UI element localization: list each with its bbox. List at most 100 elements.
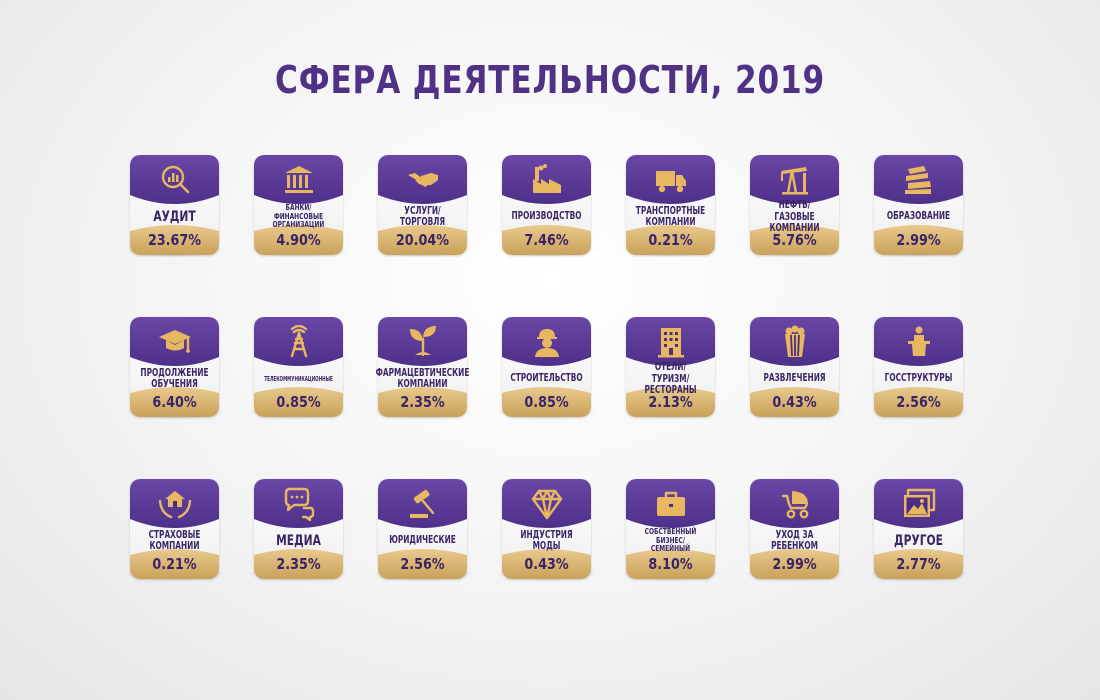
- card-value-band: [254, 549, 343, 579]
- category-label: ИНДУСТРИЯ МОДЫ: [520, 528, 573, 552]
- category-percentage: 2.56%: [400, 555, 445, 573]
- category-percentage: 0.43%: [772, 393, 817, 411]
- books-icon: [874, 163, 963, 197]
- sprout-icon: [378, 325, 467, 359]
- builder-helmet-icon: [502, 325, 591, 359]
- category-label: ПРОИЗВОДСТВО: [511, 210, 582, 223]
- card-value-band: [378, 225, 467, 255]
- category-percentage: 2.13%: [648, 393, 693, 411]
- category-percentage: 2.35%: [276, 555, 321, 573]
- category-card: СТРАХОВЫЕ КОМПАНИИ 0.21%: [124, 479, 225, 581]
- card-value-band: [750, 225, 839, 255]
- chat-bubbles-icon: [254, 487, 343, 521]
- category-label: СТРОИТЕЛЬСТВО: [510, 372, 583, 385]
- category-card: ОТЕЛИ/ТУРИЗМ/ РЕСТОРАНЫ2.13%: [620, 317, 721, 419]
- category-percentage: 2.99%: [896, 231, 941, 249]
- oil-pump-icon: [750, 163, 839, 197]
- pictures-icon: [874, 487, 963, 521]
- category-card: ОБРАЗОВАНИЕ 2.99%: [868, 155, 969, 257]
- card-header: [130, 155, 219, 209]
- category-card: СТРОИТЕЛЬСТВО 0.85%: [496, 317, 597, 419]
- category-percentage: 23.67%: [147, 231, 202, 249]
- category-card: УСЛУГИ/ ТОРГОВЛЯ 20.04%: [372, 155, 473, 257]
- card-value-band: [378, 549, 467, 579]
- category-card: ИНДУСТРИЯ МОДЫ 0.43%: [496, 479, 597, 581]
- card-value-band: [750, 387, 839, 417]
- antenna-tower-icon: [254, 325, 343, 359]
- factory-icon: [502, 163, 591, 197]
- category-percentage: 0.85%: [276, 393, 321, 411]
- diamond-icon: [502, 487, 591, 521]
- gavel-icon: [378, 487, 467, 521]
- popcorn-icon: [750, 325, 839, 359]
- category-label: ТРАНСПОРТНЫЕ КОМПАНИИ: [635, 204, 706, 228]
- category-label: ТЕЛЕКОММУНИКАЦИОННЫЕ: [264, 374, 333, 384]
- category-label: УХОД ЗА РЕБЕНКОМ: [771, 528, 818, 552]
- category-percentage: 0.85%: [524, 393, 569, 411]
- category-label: ПРОДОЛЖЕНИЕ ОБУЧЕНИЯ: [140, 366, 209, 390]
- category-label: МЕДИА: [276, 532, 321, 549]
- card-value-band: [626, 549, 715, 579]
- handshake-icon: [378, 163, 467, 197]
- category-card: ГОССТРУКТУРЫ 2.56%: [868, 317, 969, 419]
- category-card: ПРОДОЛЖЕНИЕ ОБУЧЕНИЯ 6.40%: [124, 317, 225, 419]
- category-percentage: 2.35%: [400, 393, 445, 411]
- category-label: СТРАХОВЫЕ КОМПАНИИ: [148, 528, 201, 552]
- category-card: УХОД ЗА РЕБЕНКОМ 2.99%: [744, 479, 845, 581]
- category-label: БАНКИ/ ФИНАНСОВЫЕ ОРГАНИЗАЦИИ: [272, 203, 325, 230]
- graduation-cap-icon: [130, 325, 219, 359]
- category-percentage: 20.04%: [395, 231, 450, 249]
- card-value-band: [254, 387, 343, 417]
- card-value-band: [502, 225, 591, 255]
- card-value-band: [874, 549, 963, 579]
- category-percentage: 6.40%: [152, 393, 197, 411]
- category-card: МЕДИА 2.35%: [248, 479, 349, 581]
- card-value-band: [130, 225, 219, 255]
- category-card: БАНКИ/ ФИНАНСОВЫЕ ОРГАНИЗАЦИИ 4.90%: [248, 155, 349, 257]
- category-label: НЕФТЬ/ГАЗОВЫЕ КОМПАНИИ: [770, 200, 820, 233]
- category-card: ДРУГОЕ 2.77%: [868, 479, 969, 581]
- briefcase-icon: [626, 487, 715, 521]
- card-value-band: [254, 225, 343, 255]
- category-percentage: 7.46%: [524, 231, 569, 249]
- category-card: ПРОИЗВОДСТВО 7.46%: [496, 155, 597, 257]
- category-percentage: 0.43%: [524, 555, 569, 573]
- category-percentage: 8.10%: [648, 555, 693, 573]
- category-card: ФАРМАЦЕВТИЧЕСКИЕ КОМПАНИИ 2.35%: [372, 317, 473, 419]
- category-card: ТЕЛЕКОММУНИКАЦИОННЫЕ 0.85%: [248, 317, 349, 419]
- category-percentage: 5.76%: [772, 231, 817, 249]
- magnifier-chart-icon: [130, 163, 219, 197]
- category-card: НЕФТЬ/ГАЗОВЫЕ КОМПАНИИ5.76%: [744, 155, 845, 257]
- card-value-band: [626, 225, 715, 255]
- truck-icon: [626, 163, 715, 197]
- bank-icon: [254, 163, 343, 197]
- category-label: ФАРМАЦЕВТИЧЕСКИЕ КОМПАНИИ: [375, 366, 470, 390]
- category-card: ЮРИДИЧЕСКИЕ 2.56%: [372, 479, 473, 581]
- card-header: [502, 155, 591, 209]
- category-grid: АУДИТ 23.67% БАНКИ/ ФИНАНСОВЫЕ ОРГАНИЗАЦИИ…: [124, 155, 969, 581]
- card-header: [502, 479, 591, 533]
- category-card: ТРАНСПОРТНЫЕ КОМПАНИИ 0.21%: [620, 155, 721, 257]
- card-value-band: [874, 225, 963, 255]
- category-percentage: 0.21%: [152, 555, 197, 573]
- card-value-band: [378, 387, 467, 417]
- baby-stroller-icon: [750, 487, 839, 521]
- category-card: РАЗВЛЕЧЕНИЯ 0.43%: [744, 317, 845, 419]
- card-value-band: [874, 387, 963, 417]
- category-label: ОТЕЛИ/ТУРИЗМ/ РЕСТОРАНЫ: [644, 362, 696, 395]
- speaker-podium-icon: [874, 325, 963, 359]
- card-value-band: [626, 387, 715, 417]
- house-hands-icon: [130, 487, 219, 521]
- category-label: РАЗВЛЕЧЕНИЯ: [763, 372, 826, 385]
- card-value-band: [130, 549, 219, 579]
- category-label: ЮРИДИЧЕСКИЕ: [389, 534, 456, 547]
- category-card: СОБСТВЕННЫЙ БИЗНЕС/ СЕМЕЙНЫЙ 8.10%: [620, 479, 721, 581]
- category-percentage: 4.90%: [276, 231, 321, 249]
- card-value-band: [502, 549, 591, 579]
- hotel-building-icon: [626, 325, 715, 359]
- card-value-band: [750, 549, 839, 579]
- category-label: ГОССТРУКТУРЫ: [884, 372, 953, 385]
- category-card: АУДИТ 23.67%: [124, 155, 225, 257]
- page-title: СФЕРА ДЕЯТЕЛЬНОСТИ, 2019: [275, 58, 825, 102]
- category-label: АУДИТ: [153, 208, 196, 225]
